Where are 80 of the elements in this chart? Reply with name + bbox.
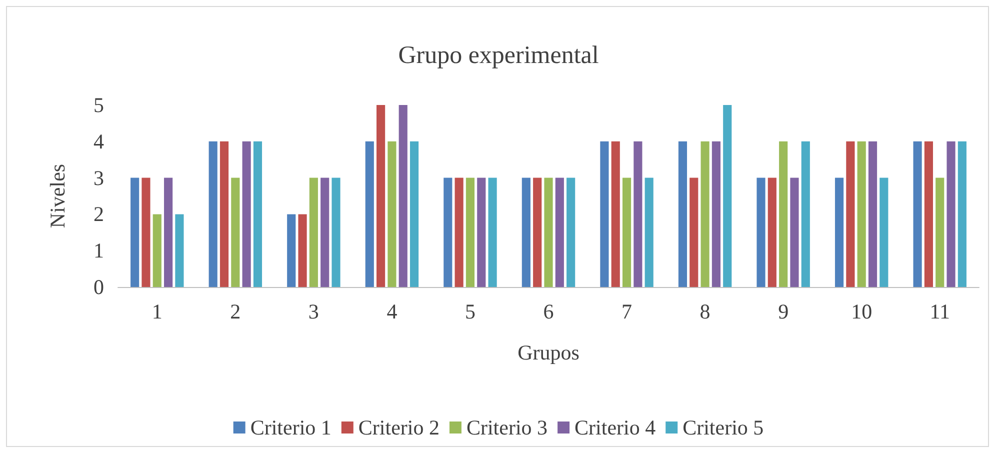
- bar: [544, 178, 553, 287]
- y-tick-label: 5: [94, 93, 104, 117]
- x-tick-label: 5: [464, 300, 476, 324]
- x-tick-label: 10: [851, 300, 872, 324]
- bar: [768, 178, 776, 287]
- legend-label: Criterio 1: [250, 416, 332, 440]
- bar: [700, 141, 710, 287]
- bar: [634, 141, 642, 287]
- legend-label: Criterio 4: [574, 416, 656, 440]
- bar: [309, 178, 318, 287]
- x-tick-label: 9: [778, 300, 789, 324]
- bar: [600, 141, 609, 287]
- x-tick-label: 4: [386, 300, 398, 324]
- bar: [231, 178, 240, 287]
- bar: [690, 178, 698, 287]
- bar: [208, 141, 218, 287]
- x-tick-label: 7: [622, 300, 632, 324]
- bar: [880, 178, 888, 287]
- bar: [846, 141, 855, 287]
- legend-label: Criterio 2: [358, 416, 440, 440]
- bar: [142, 178, 150, 287]
- chart-title: Grupo experimental: [398, 42, 599, 69]
- bar: [913, 141, 922, 287]
- x-tick-label: 11: [930, 300, 950, 324]
- bar: [488, 178, 497, 287]
- legend-label: Criterio 5: [682, 416, 764, 440]
- bar: [712, 141, 720, 287]
- bar: [801, 141, 810, 287]
- bar: [287, 214, 296, 287]
- bar: [130, 178, 140, 287]
- legend-label: Criterio 3: [466, 416, 548, 440]
- bar: [678, 141, 688, 287]
- bar: [365, 141, 374, 287]
- bar: [410, 141, 419, 287]
- bar: [958, 141, 966, 287]
- bar: [611, 141, 620, 287]
- bar: [622, 178, 632, 287]
- bar: [533, 178, 542, 287]
- x-tick-label: 6: [543, 300, 554, 324]
- y-tick-label: 3: [94, 166, 104, 190]
- bar: [522, 178, 530, 287]
- bar: [320, 178, 330, 287]
- bar: [164, 178, 173, 287]
- bar: [376, 105, 386, 287]
- bar: [298, 214, 307, 287]
- x-axis-title: Grupos: [518, 340, 580, 364]
- bar: [555, 178, 564, 287]
- bar: [242, 141, 251, 287]
- bar: [834, 178, 844, 287]
- y-tick-label: 4: [94, 129, 104, 154]
- bar: [857, 141, 866, 287]
- bar: [936, 178, 944, 287]
- bar: [253, 141, 262, 287]
- bar: [790, 178, 799, 287]
- bar: [398, 105, 408, 287]
- x-tick-label: 3: [308, 300, 319, 324]
- bar: [566, 178, 576, 287]
- y-tick-label: 1: [94, 238, 104, 263]
- bar: [388, 141, 396, 287]
- bar: [466, 178, 475, 287]
- bar: [868, 141, 878, 287]
- bar: [332, 178, 340, 287]
- bar: [779, 141, 788, 287]
- x-tick-label: 2: [230, 300, 241, 324]
- y-tick-label: 0: [94, 275, 104, 299]
- bar: [924, 141, 933, 287]
- bar: [946, 141, 956, 287]
- bar: [723, 105, 732, 287]
- x-tick-label: 1: [152, 300, 162, 324]
- bar: [756, 178, 766, 287]
- bar: [175, 214, 184, 287]
- bar: [152, 214, 162, 287]
- y-axis-title: Niveles: [46, 164, 70, 228]
- bar: [444, 178, 452, 287]
- bar: [644, 178, 654, 287]
- y-tick-label: 2: [94, 202, 104, 226]
- x-tick-label: 8: [700, 300, 710, 324]
- bar: [477, 178, 486, 287]
- bar: [220, 141, 229, 287]
- bar: [454, 178, 464, 287]
